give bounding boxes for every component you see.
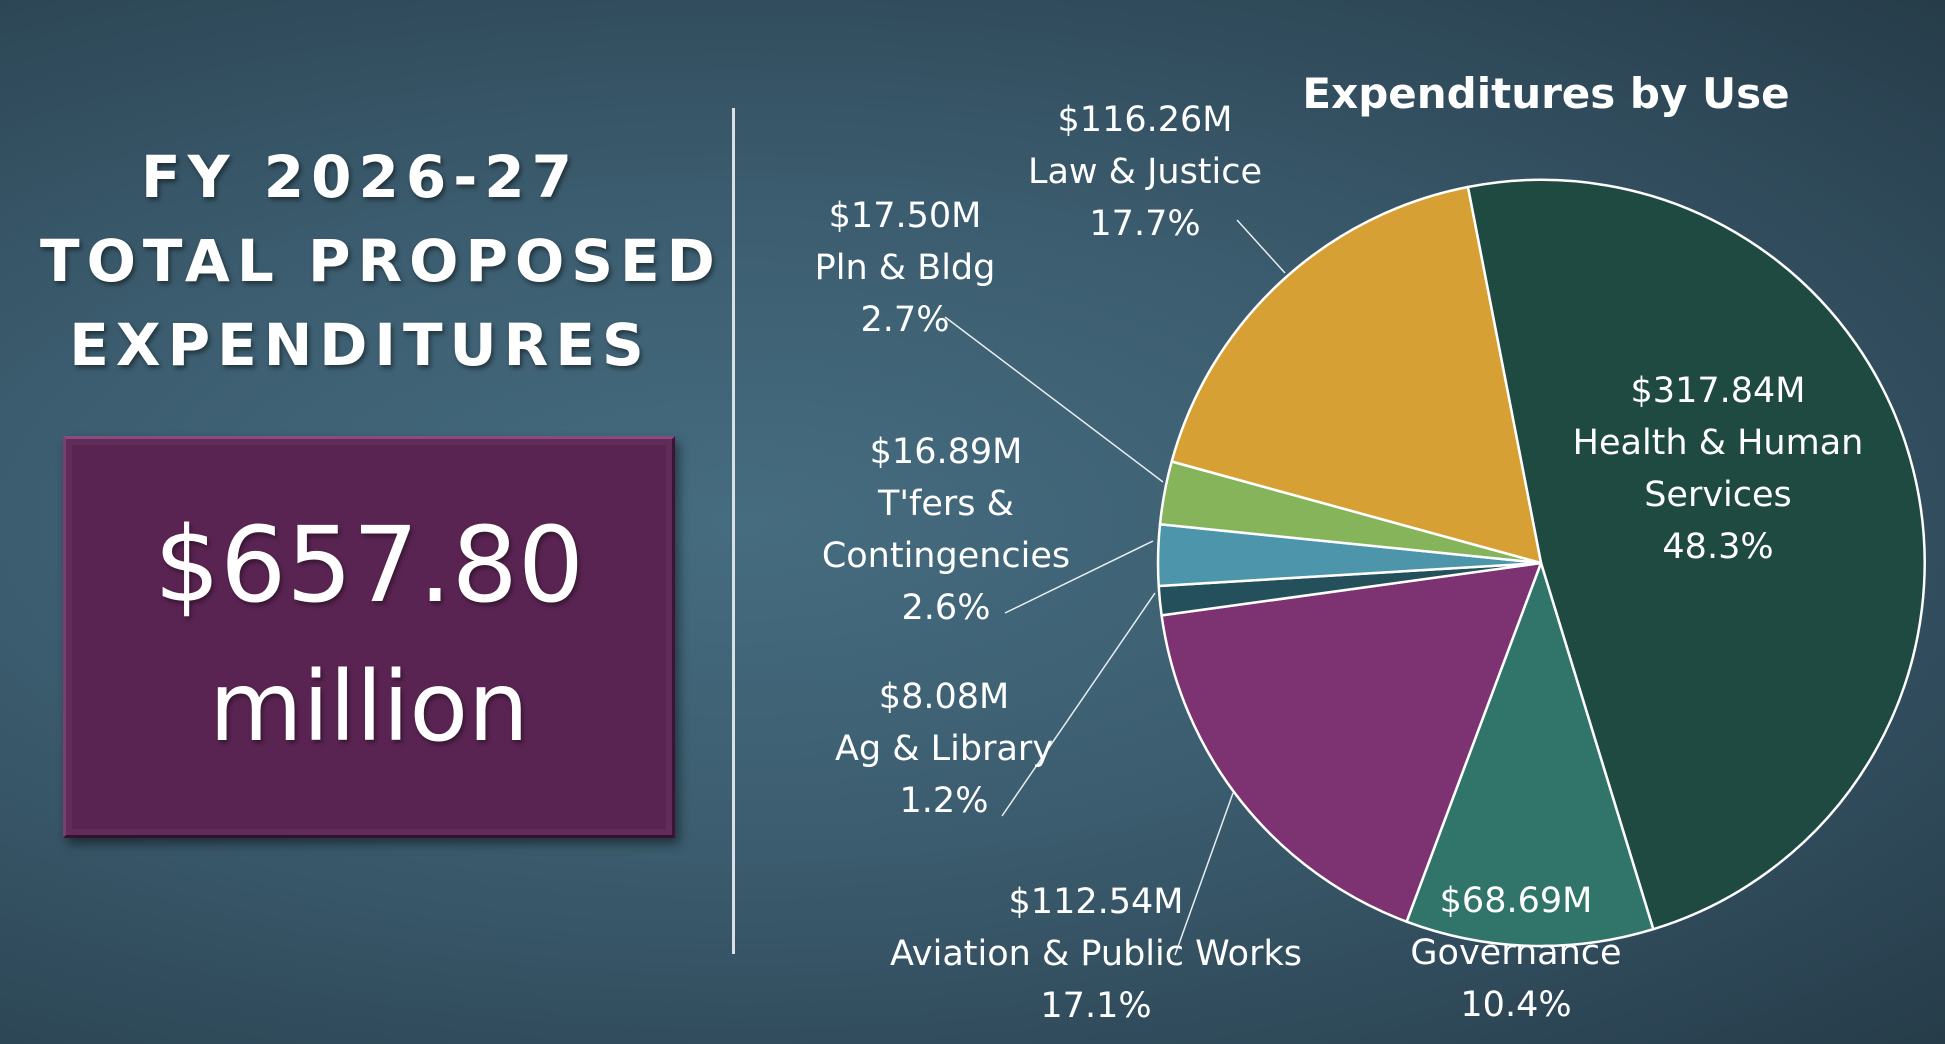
slice-amount-label: $16.89M	[870, 432, 1023, 472]
total-expenditure-box: $657.80 million	[63, 436, 675, 838]
leader-line	[1236, 219, 1286, 274]
total-unit: million	[209, 651, 529, 763]
leader-line	[1001, 592, 1156, 817]
slice-percent-label: 10.4%	[1460, 985, 1571, 1025]
slice-amount-label: $8.08M	[879, 677, 1009, 717]
headline-line-1: FY 2026-27	[140, 143, 580, 211]
slice-percent-label: 17.7%	[1089, 204, 1200, 244]
headline: FY 2026-27 TOTAL PROPOSED EXPENDITURES	[40, 135, 722, 387]
slice-amount-label: $112.54M	[1009, 882, 1184, 922]
slice-amount-label: $17.50M	[829, 196, 982, 236]
pie-slice-health-human-services	[1466, 178, 1926, 931]
leader-line	[944, 316, 1164, 483]
headline-line-2: TOTAL PROPOSED	[40, 227, 722, 295]
leader-line	[1004, 540, 1154, 614]
slice-name-label: Ag & Library	[835, 729, 1053, 769]
slice-percent-label: 2.6%	[902, 588, 991, 628]
chart-title: Expenditures by Use	[1302, 69, 1789, 118]
slice-amount-label: $317.84M	[1631, 371, 1806, 411]
slice-percent-label: 48.3%	[1662, 527, 1773, 567]
leader-line	[1174, 792, 1234, 956]
slice-labels: $317.84M Health & Human Services 48.3% $68.6…	[815, 100, 1864, 1026]
slice-name-label: Health & Human	[1573, 423, 1864, 463]
slice-name-label: Pln & Bldg	[815, 248, 996, 288]
total-amount: $657.80	[153, 504, 585, 626]
vertical-divider	[732, 108, 735, 954]
pie-slices	[1156, 178, 1926, 948]
slice-percent-label: 1.2%	[900, 781, 989, 821]
slice-name-label: Law & Justice	[1028, 152, 1262, 192]
slice-name-label: T'fers &	[877, 484, 1014, 524]
slice-amount-label: $116.26M	[1058, 100, 1233, 140]
slice-percent-label: 17.1%	[1040, 986, 1151, 1026]
pie-slice-governance	[1405, 561, 1655, 948]
slice-name-label: Services	[1644, 475, 1792, 515]
leader-lines	[944, 219, 1286, 956]
slice-name-label: Governance	[1410, 933, 1621, 973]
slice-name-label: Aviation & Public Works	[890, 934, 1302, 974]
slice-percent-label: 2.7%	[861, 300, 950, 340]
slice-amount-label: $68.69M	[1440, 881, 1593, 921]
headline-line-3: EXPENDITURES	[69, 311, 651, 379]
pie-slice-law-justice	[1170, 185, 1543, 565]
pie-slice-aviation-public-works	[1160, 561, 1543, 923]
slice-name-label: Contingencies	[822, 536, 1070, 576]
